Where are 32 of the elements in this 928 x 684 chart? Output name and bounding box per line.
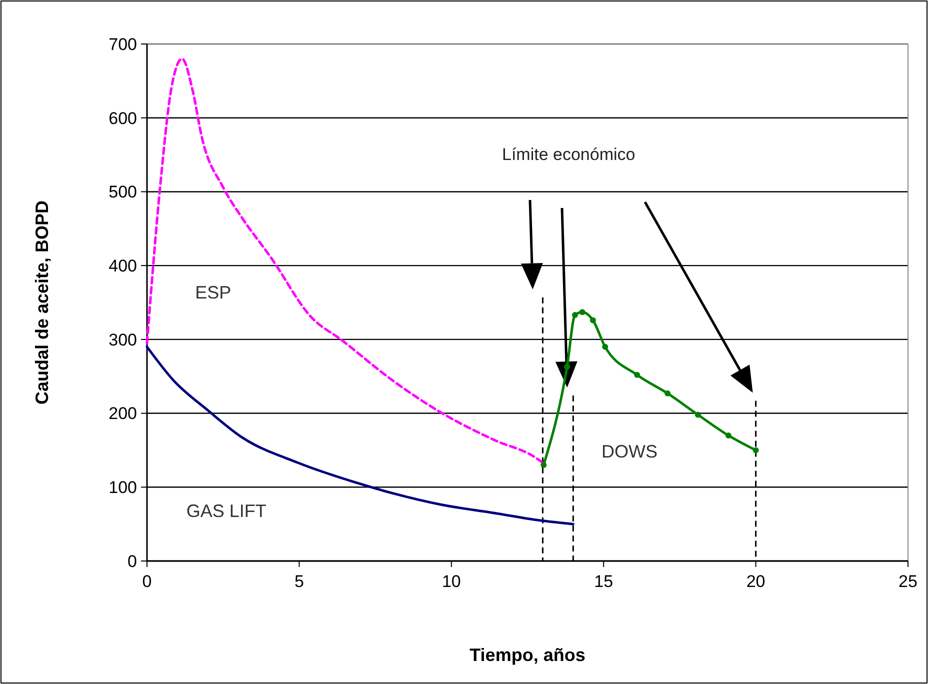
y-tick-label: 500 xyxy=(108,182,137,202)
y-tick-label: 100 xyxy=(108,478,137,498)
point xyxy=(572,312,578,318)
y-tick-label: 0 xyxy=(128,552,137,571)
point xyxy=(664,390,671,396)
x-tick-label: 15 xyxy=(594,572,614,591)
point xyxy=(579,309,586,316)
point xyxy=(564,364,570,370)
point xyxy=(590,317,596,324)
y-tick-label: 600 xyxy=(108,108,137,128)
point xyxy=(725,432,732,438)
x-tick-label: 5 xyxy=(294,572,304,591)
line-series xyxy=(146,346,574,526)
text: GAS LIFT xyxy=(186,500,266,521)
y-axis-title: Caudal de aceite, BOPD xyxy=(32,200,52,405)
x-tick-label: 10 xyxy=(442,572,461,591)
text: ESP xyxy=(195,282,232,302)
y-tick-label: 700 xyxy=(108,34,137,54)
point xyxy=(602,344,608,350)
point xyxy=(694,412,701,418)
point xyxy=(752,447,759,454)
x-tick-label: 20 xyxy=(746,572,766,591)
point xyxy=(634,372,640,378)
x-axis-title: Tiempo, años xyxy=(470,645,586,665)
x-tick-label: 0 xyxy=(142,572,152,591)
point xyxy=(540,462,547,468)
y-tick-label: 200 xyxy=(108,404,137,424)
x-tick-label: 25 xyxy=(898,572,918,591)
text: DOWS xyxy=(602,441,658,462)
y-tick-label: 400 xyxy=(108,256,137,276)
annotation: Límite económico xyxy=(502,145,636,164)
y-tick-label: 300 xyxy=(108,330,137,350)
